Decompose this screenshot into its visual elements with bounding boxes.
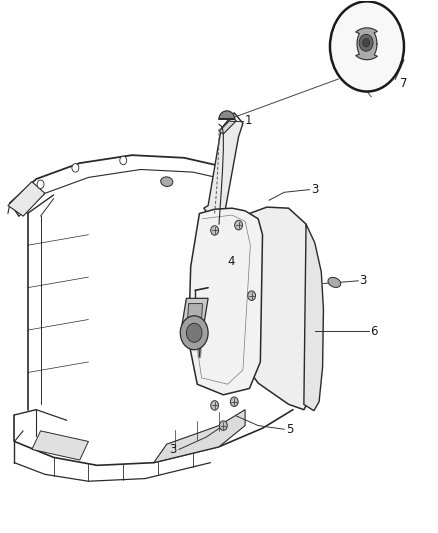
Circle shape: [330, 2, 404, 92]
Circle shape: [211, 401, 219, 410]
Polygon shape: [243, 207, 319, 410]
Polygon shape: [182, 298, 208, 325]
Polygon shape: [219, 111, 235, 119]
Circle shape: [120, 156, 127, 165]
Text: 3: 3: [360, 274, 367, 287]
Polygon shape: [188, 208, 262, 395]
Text: 6: 6: [371, 325, 378, 338]
Ellipse shape: [161, 177, 173, 187]
Text: 1: 1: [244, 114, 252, 127]
Circle shape: [180, 316, 208, 350]
Circle shape: [235, 220, 243, 230]
Text: 5: 5: [286, 423, 293, 436]
Text: 4: 4: [227, 255, 235, 268]
Polygon shape: [154, 410, 245, 463]
Circle shape: [248, 291, 255, 301]
Polygon shape: [304, 224, 323, 411]
Text: 3: 3: [170, 443, 177, 456]
Text: 3: 3: [311, 183, 318, 196]
Circle shape: [219, 421, 227, 430]
Polygon shape: [219, 118, 237, 134]
Circle shape: [363, 38, 370, 47]
Polygon shape: [187, 304, 202, 319]
Polygon shape: [243, 207, 315, 410]
Circle shape: [359, 34, 373, 51]
Polygon shape: [356, 28, 377, 60]
Polygon shape: [32, 431, 88, 460]
Circle shape: [230, 397, 238, 407]
Circle shape: [72, 164, 79, 172]
Ellipse shape: [328, 277, 341, 287]
Circle shape: [37, 180, 44, 189]
Polygon shape: [204, 113, 243, 220]
Text: 7: 7: [399, 77, 407, 90]
Polygon shape: [8, 182, 45, 216]
Circle shape: [186, 323, 202, 342]
Circle shape: [211, 225, 219, 235]
